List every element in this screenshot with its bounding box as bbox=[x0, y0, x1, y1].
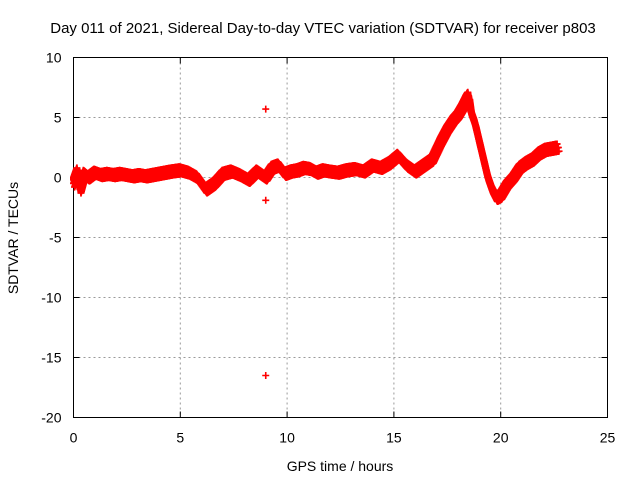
y-tick-label: 0 bbox=[54, 170, 62, 186]
chart-title: Day 011 of 2021, Sidereal Day-to-day VTE… bbox=[50, 20, 596, 37]
ticks-layer: 0 5 10 15 20 25 10 5 0 -5 -10 -15 -20 bbox=[41, 50, 615, 446]
data-point bbox=[262, 372, 270, 379]
y-tick-label: -15 bbox=[41, 350, 61, 366]
grid-layer bbox=[73, 57, 608, 418]
x-tick-label: 25 bbox=[600, 430, 616, 446]
x-tick-label: 15 bbox=[386, 430, 402, 446]
data-point bbox=[262, 105, 270, 113]
x-tick-label: 5 bbox=[176, 430, 184, 446]
y-tick-label: 5 bbox=[54, 110, 62, 126]
data-point bbox=[553, 140, 561, 148]
x-tick-label: 20 bbox=[493, 430, 509, 446]
y-tick-label: -20 bbox=[41, 410, 61, 426]
x-tick-label: 10 bbox=[279, 430, 295, 446]
data-point bbox=[262, 196, 270, 204]
y-tick-label: -10 bbox=[41, 290, 61, 306]
y-tick-label: 10 bbox=[46, 50, 62, 66]
x-axis-label: GPS time / hours bbox=[287, 458, 394, 474]
data-points bbox=[70, 88, 563, 379]
y-tick-label: -5 bbox=[49, 230, 62, 246]
data-point bbox=[554, 144, 562, 151]
y-axis-label: SDTVAR / TECUs bbox=[5, 182, 21, 294]
x-tick-label: 0 bbox=[70, 430, 78, 446]
